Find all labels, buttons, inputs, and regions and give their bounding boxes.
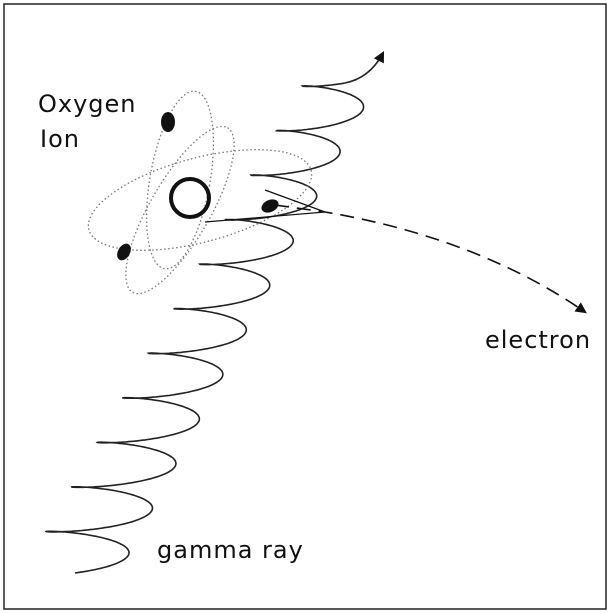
- gamma-ray-label: gamma ray: [157, 536, 304, 564]
- ion-label: Oxygen: [38, 90, 137, 118]
- electron-dot: [261, 199, 279, 213]
- orbit: [125, 125, 235, 295]
- electron-path: [274, 204, 587, 314]
- interaction-cone: [204, 189, 326, 223]
- orbit: [87, 149, 313, 251]
- nucleus: [169, 177, 211, 219]
- frame: [3, 3, 607, 610]
- wave-line: [44, 82, 365, 574]
- ion-label: Ion: [40, 125, 80, 153]
- electron-label: electron: [485, 326, 591, 354]
- wave-arrow: [344, 51, 385, 84]
- gamma-ray-wave: [44, 51, 385, 574]
- orbit: [145, 90, 215, 270]
- electron-dot: [161, 112, 175, 132]
- electron-dot: [117, 243, 131, 261]
